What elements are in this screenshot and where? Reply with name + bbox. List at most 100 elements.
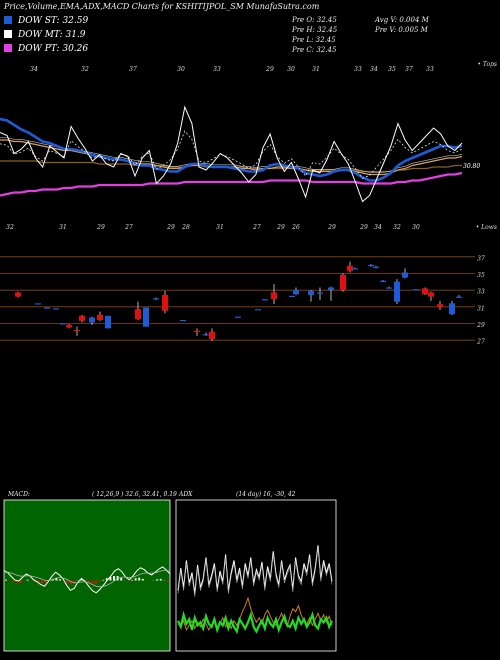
legend-dow-pt-label: DOW PT: 30.26 (18, 44, 89, 54)
candle-body (308, 290, 314, 295)
candle-body (271, 292, 277, 300)
adx-params: (14 day) 16, -30, 42 (236, 491, 296, 498)
macd-line (3, 566, 171, 594)
candle-body (143, 307, 149, 327)
legend-dow-mt-label: DOW MT: 31.9 (18, 30, 86, 40)
y-tick-label: 33 (477, 289, 485, 296)
candle-body (180, 320, 186, 322)
bottom-number-label: 34 (374, 224, 382, 231)
candle-body (437, 304, 443, 308)
candle-body (209, 331, 215, 340)
candle-body (428, 292, 434, 297)
plus-di-line (177, 610, 333, 635)
legend-swatch (4, 44, 12, 52)
candle-body (66, 325, 72, 328)
bottom-number-label: 29 (276, 224, 285, 231)
candle-body (44, 307, 50, 309)
bottom-number-label: 29 (327, 224, 336, 231)
candle-body (35, 303, 41, 305)
macd-signal-line (4, 570, 171, 588)
legend-dow-st-label: DOW ST: 32.59 (18, 16, 89, 26)
top-number-label: 34 (30, 66, 38, 73)
legend-dow-pt: DOW PT: 30.26 (4, 44, 88, 54)
price-line (0, 105, 463, 203)
candle-body (328, 287, 334, 290)
candle-body (89, 317, 95, 323)
legend-swatch (4, 16, 12, 24)
last-value-label: 30.80 (463, 163, 480, 170)
legend-dow-mt: DOW MT: 31.9 (4, 30, 86, 40)
macd-params: ( 12,26,9 ) 32.6, 32.41, 0.19 (92, 491, 177, 498)
top-number-label: 37 (405, 66, 413, 73)
bottom-number-label: 31 (216, 224, 224, 231)
y-tick-label: 29 (476, 322, 485, 329)
candle-body (194, 330, 200, 333)
candle-body (255, 309, 261, 311)
tops-label: • Tops (477, 61, 497, 68)
candle-body (386, 287, 392, 289)
bottom-number-label: 29 (359, 224, 368, 231)
dow-pt-line (0, 171, 463, 197)
y-tick-label: 35 (477, 272, 485, 279)
legend-dow-st: DOW ST: 32.59 (4, 16, 88, 26)
y-tick-label: 37 (477, 255, 485, 262)
bottom-number-label: 31 (59, 224, 67, 231)
chart-title: Price,Volume,EMA,ADX,MACD Charts for KSH… (4, 2, 320, 11)
bottom-number-label: 29 (166, 224, 175, 231)
candle-body (135, 309, 141, 320)
candle-body (456, 296, 462, 298)
adx-shadow-line (177, 548, 333, 597)
bottom-number-label: 29 (96, 224, 105, 231)
pre-close: Pre C: 32.45 (292, 46, 337, 54)
candle-body (368, 265, 374, 267)
candle-body (340, 275, 346, 290)
top-number-label: 30 (287, 66, 295, 73)
top-number-label: 33 (354, 66, 362, 73)
candle-body (153, 298, 159, 300)
adx-line (177, 545, 333, 594)
adx-label: ADX (178, 491, 193, 498)
candle-body (79, 315, 85, 321)
pre-low: Pre L: 32.45 (292, 36, 336, 44)
candle-body (317, 292, 323, 294)
pre-open: Pre O: 32.45 (292, 16, 337, 24)
top-number-label: 30 (177, 66, 185, 73)
top-number-label: 32 (81, 66, 89, 73)
top-number-label: 33 (426, 66, 434, 73)
candle-body (449, 303, 455, 315)
candle-body (394, 281, 400, 302)
lows-label: • Lows (476, 224, 497, 231)
dow-st-line (0, 117, 463, 182)
candle-body (74, 330, 80, 332)
top-number-label: 33 (213, 66, 221, 73)
avg-volume: Avg V: 0.004 M (375, 16, 429, 24)
candle-body (402, 272, 408, 278)
macd-panel-bg (3, 499, 171, 652)
candle-body (235, 316, 241, 318)
top-number-label: 31 (312, 66, 320, 73)
candle-body (293, 290, 299, 295)
bottom-number-label: 32 (393, 224, 401, 231)
bottom-number-label: 32 (6, 224, 14, 231)
candle-body (289, 295, 295, 298)
pre-volume: Pre V: 0.005 M (375, 26, 428, 34)
top-number-label: 29 (265, 66, 274, 73)
candle-body (105, 315, 111, 329)
candle-body (60, 323, 66, 325)
candle-body (97, 315, 103, 320)
candle-body (352, 268, 358, 270)
macd-label: MACD: (7, 491, 30, 498)
candle-body (373, 266, 379, 268)
bottom-number-label: 26 (291, 224, 300, 231)
candle-body (53, 308, 59, 310)
bottom-number-label: 27 (252, 224, 261, 231)
top-number-label: 34 (370, 66, 378, 73)
candle-body (203, 334, 209, 336)
top-number-label: 35 (388, 66, 396, 73)
legend-swatch (4, 30, 12, 38)
candle-body (380, 280, 386, 283)
candle-body (413, 289, 419, 291)
bottom-number-label: 27 (124, 224, 133, 231)
candle-body (262, 299, 268, 301)
